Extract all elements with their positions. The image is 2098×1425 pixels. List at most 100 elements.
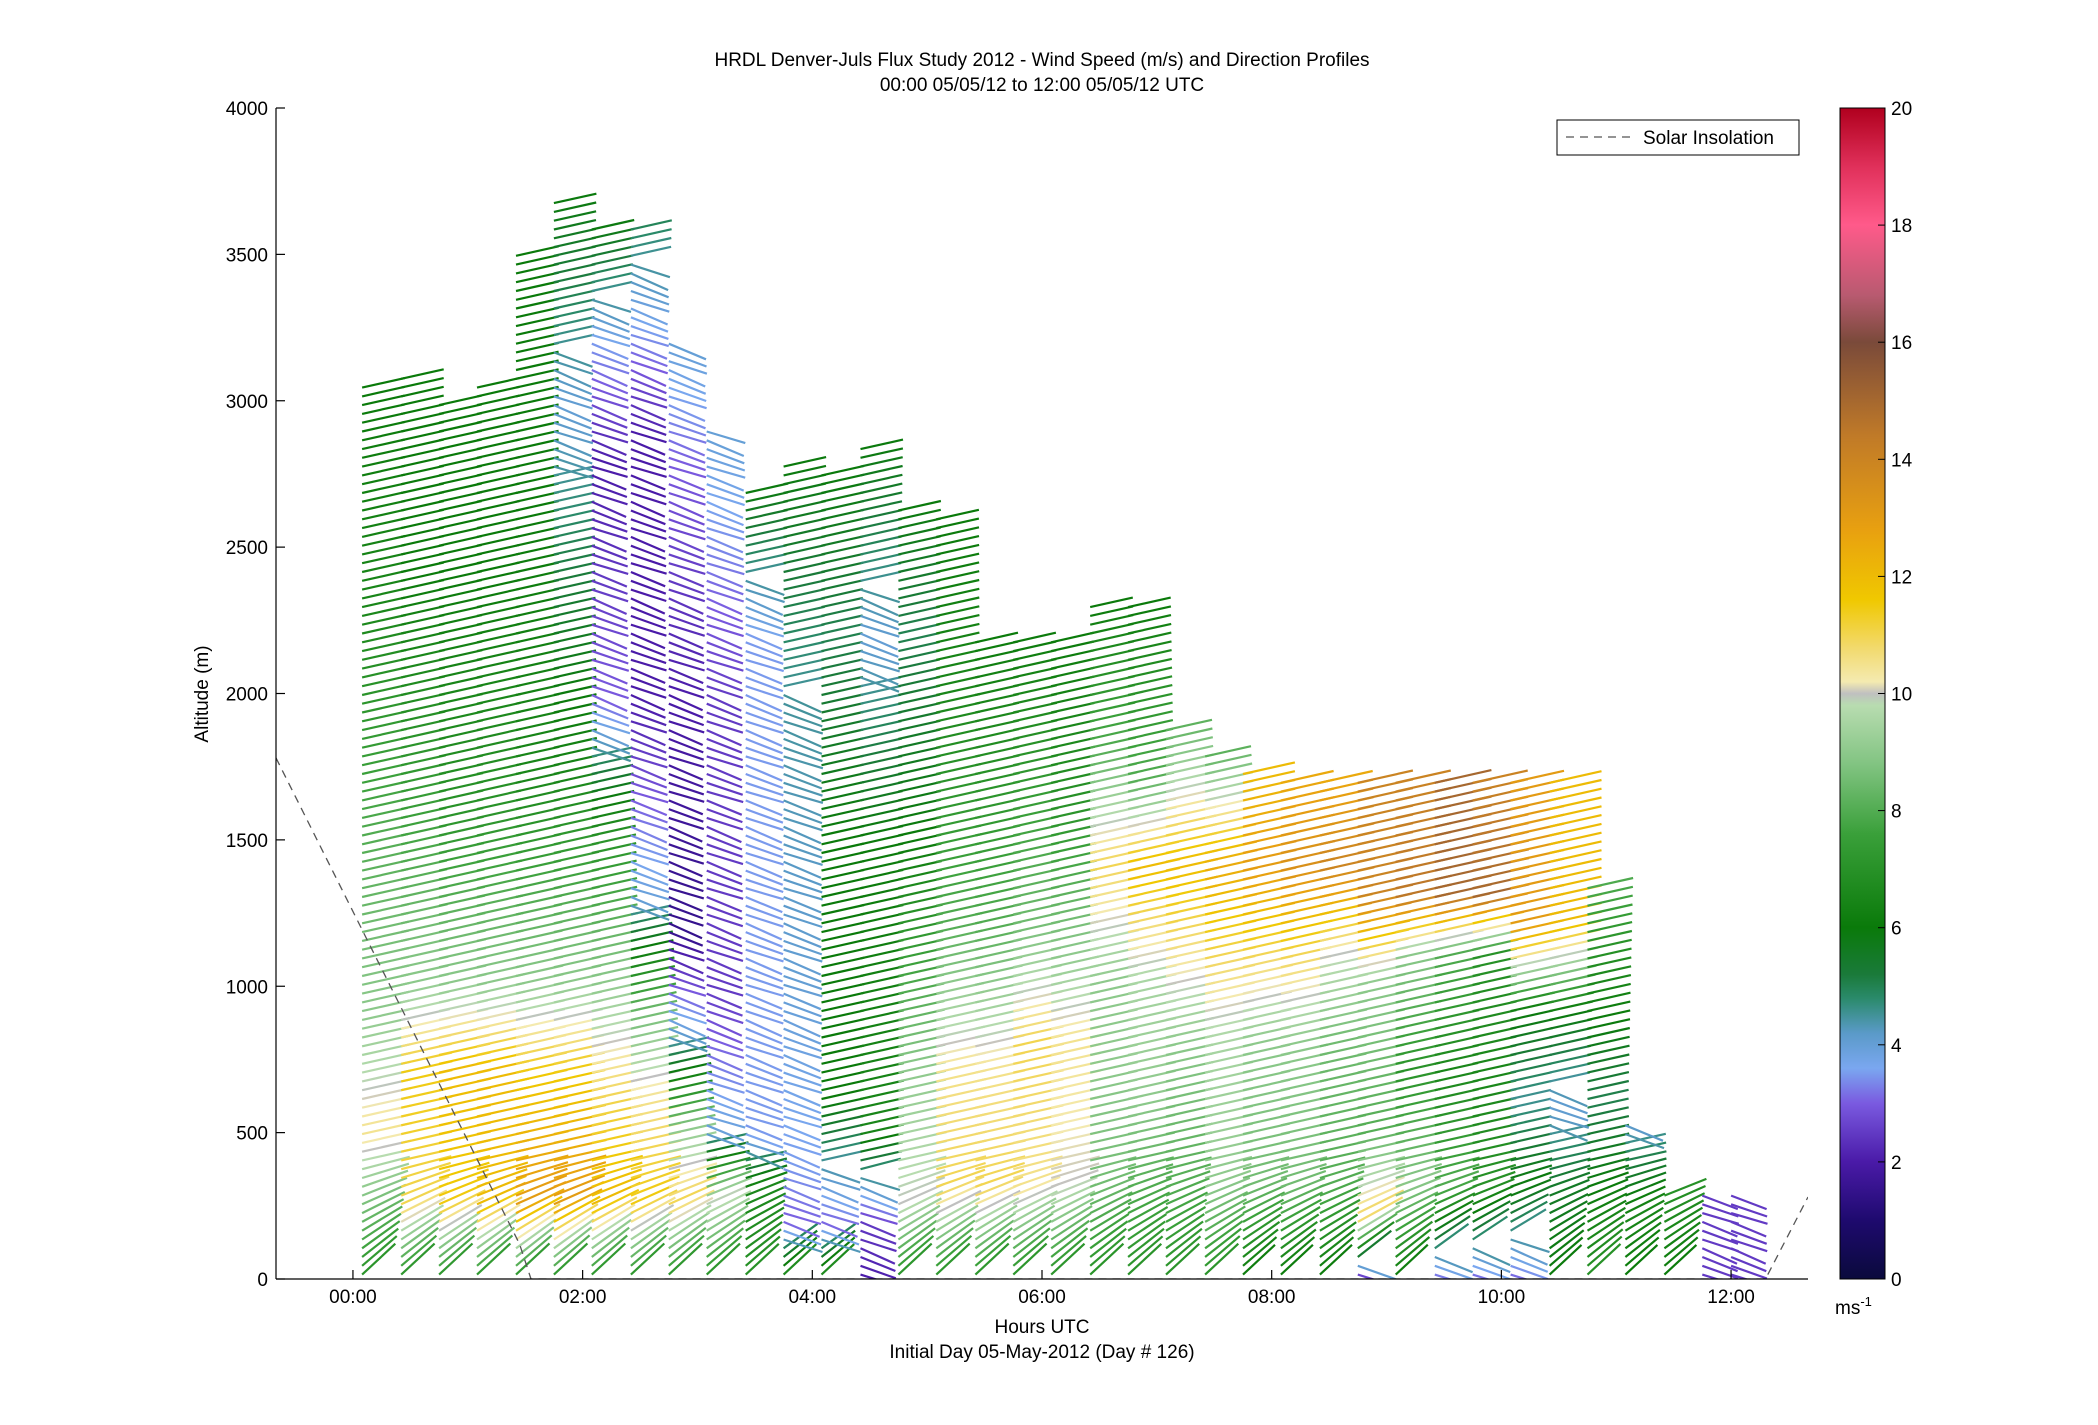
wind-vector — [898, 719, 941, 732]
wind-vector — [1165, 1113, 1213, 1127]
wind-vector — [706, 430, 746, 445]
wind-vector — [706, 676, 743, 692]
wind-vector — [1280, 1198, 1322, 1223]
wind-vector — [1089, 1205, 1131, 1232]
wind-vector — [476, 1242, 512, 1276]
wind-vector — [783, 851, 823, 866]
wind-vector — [438, 1168, 489, 1188]
wind-vector — [1587, 1171, 1629, 1188]
wind-vector — [361, 438, 406, 451]
wind-vector — [783, 825, 822, 845]
wind-vector — [898, 781, 941, 793]
wind-vector — [706, 1018, 743, 1037]
wind-vector — [515, 798, 561, 811]
wind-vector — [553, 693, 597, 705]
wind-vector — [1357, 1169, 1406, 1188]
wind-vector — [936, 955, 984, 969]
wind-vector — [1663, 1184, 1706, 1206]
wind-vector — [745, 1124, 783, 1142]
wind-vector — [1319, 1191, 1362, 1215]
wind-vector — [821, 570, 864, 582]
wind-vector — [1434, 769, 1492, 784]
wind-vector — [1242, 1163, 1289, 1180]
wind-vector — [476, 903, 524, 916]
wind-vector — [860, 676, 902, 688]
x-tick-label: 08:00 — [1248, 1287, 1296, 1308]
wind-vector — [515, 842, 561, 855]
wind-vector — [361, 482, 406, 495]
wind-vector — [1127, 1163, 1174, 1180]
wind-vector — [515, 359, 559, 372]
wind-vector — [821, 1132, 863, 1144]
wind-vector — [821, 588, 864, 600]
wind-vector — [898, 886, 943, 899]
wind-vector — [630, 913, 673, 925]
wind-vector — [745, 1228, 782, 1258]
wind-vector — [1434, 1184, 1477, 1206]
wind-vector — [1587, 956, 1632, 969]
wind-vector — [821, 781, 864, 793]
wind-vector — [1050, 675, 1095, 688]
wind-vector — [591, 316, 630, 333]
wind-vector — [1472, 1009, 1517, 1021]
wind-vector — [1549, 1053, 1591, 1065]
wind-vector — [706, 755, 744, 769]
wind-vector — [1280, 1191, 1324, 1215]
wind-vector — [361, 754, 408, 767]
wind-vector — [668, 851, 705, 865]
wind-vector — [553, 807, 599, 819]
wind-vector — [515, 315, 559, 328]
wind-vector — [668, 931, 704, 947]
wind-vector — [1472, 965, 1517, 978]
wind-vector — [706, 737, 743, 754]
wind-vector — [706, 693, 742, 712]
wind-vector — [860, 772, 903, 784]
wind-vector — [860, 553, 902, 565]
wind-vector — [1472, 1053, 1517, 1065]
wind-vector — [1242, 1243, 1276, 1276]
wind-vector — [1587, 974, 1632, 986]
wind-vector — [438, 464, 482, 477]
wind-vector — [936, 824, 982, 837]
wind-vector — [898, 570, 941, 582]
wind-vector — [975, 631, 1019, 644]
wind-vector — [476, 859, 523, 872]
wind-vector — [745, 1213, 784, 1241]
wind-vector — [975, 789, 1020, 802]
wind-vector — [783, 1001, 822, 1018]
wind-vector — [1510, 1115, 1552, 1127]
wind-vector — [706, 658, 744, 672]
wind-vector — [668, 895, 703, 913]
wind-vector — [936, 806, 982, 819]
wind-vector — [515, 745, 560, 758]
wind-vector — [745, 904, 784, 921]
wind-vector — [438, 456, 482, 468]
wind-vector — [630, 799, 668, 817]
wind-profile — [744, 482, 789, 1276]
wind-vector — [1548, 1214, 1587, 1241]
wind-vector — [630, 904, 672, 916]
wind-vector — [1395, 1122, 1442, 1136]
wind-vector — [515, 710, 560, 723]
wind-vector — [975, 710, 1020, 723]
wind-vector — [1434, 1114, 1480, 1127]
wind-vector — [860, 517, 902, 530]
wind-vector — [936, 877, 982, 890]
wind-vector — [1624, 1221, 1662, 1250]
wind-vector — [553, 859, 600, 872]
wind-vector — [860, 535, 902, 547]
wind-vector — [935, 1234, 973, 1267]
wind-vector — [783, 860, 822, 879]
wind-vector — [706, 860, 743, 878]
wind-vector — [668, 535, 705, 554]
wind-vector — [1165, 1235, 1202, 1267]
wind-vector — [1549, 991, 1594, 1004]
wind-vector — [1510, 1247, 1548, 1266]
wind-vector — [668, 1227, 707, 1258]
wind-vector — [1510, 973, 1558, 986]
wind-vector — [1549, 840, 1602, 855]
wind-vector — [860, 1053, 904, 1065]
wind-vector — [821, 974, 865, 986]
wind-vector — [1625, 1157, 1667, 1171]
